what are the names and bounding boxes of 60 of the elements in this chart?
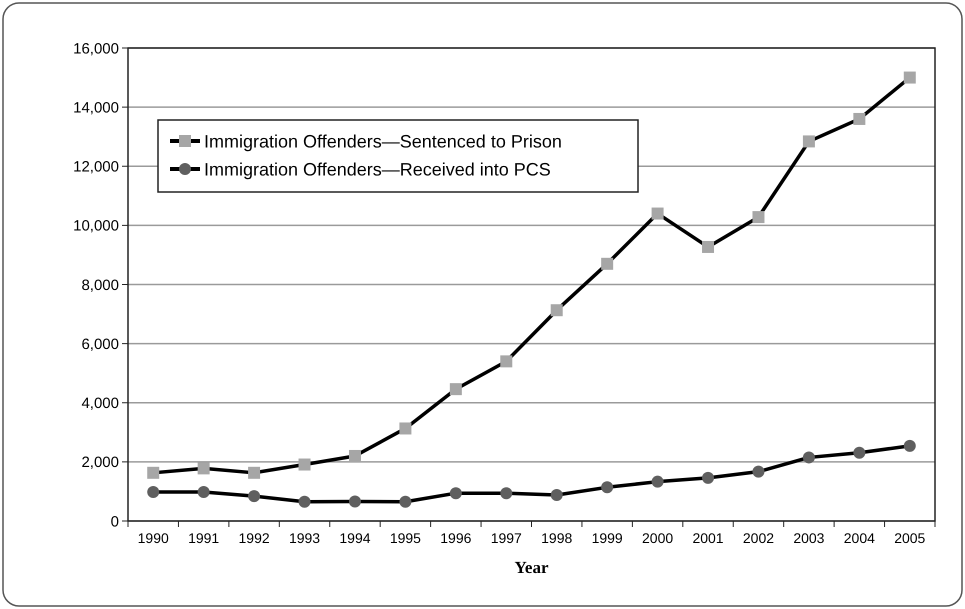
- point: [500, 355, 512, 368]
- x-tick-label: 1991: [188, 530, 220, 546]
- x-tick-label: 1998: [541, 530, 572, 546]
- point: [802, 451, 815, 464]
- x-tick-label: 1997: [490, 530, 522, 546]
- x-tick-label: 2004: [844, 530, 876, 546]
- point: [147, 466, 160, 479]
- y-tick-label: 2,000: [81, 454, 119, 472]
- x-tick-label: 1999: [592, 530, 623, 546]
- y-tick-label: 10,000: [73, 218, 119, 235]
- x-tick-label: 2005: [894, 530, 926, 546]
- point: [248, 466, 260, 479]
- x-tick-label: 1996: [440, 530, 472, 546]
- point: [752, 211, 764, 224]
- point: [853, 446, 866, 459]
- y-tick-label: 16,000: [73, 40, 119, 58]
- point: [450, 383, 462, 396]
- point: [752, 466, 764, 478]
- point: [248, 490, 260, 502]
- y-tick-label: 6,000: [81, 336, 119, 353]
- point: [904, 440, 916, 452]
- x-tick-label: 2001: [692, 530, 724, 546]
- point: [853, 112, 866, 125]
- legend-label: Immigration Offenders—Sentenced to Prison: [204, 131, 562, 152]
- point: [550, 304, 563, 316]
- y-tick-label: 4,000: [81, 395, 119, 412]
- point: [550, 488, 563, 501]
- point: [298, 496, 311, 508]
- x-axis-title: Year: [514, 558, 549, 577]
- point: [198, 486, 210, 498]
- point: [348, 495, 361, 508]
- point: [652, 208, 664, 220]
- point: [652, 476, 664, 488]
- point: [348, 450, 361, 462]
- y-tick-label: 0: [110, 513, 119, 530]
- x-tick-label: 1990: [138, 530, 169, 546]
- x-tick-label: 1992: [238, 530, 270, 546]
- x-tick-label: 1995: [390, 530, 422, 546]
- point: [500, 487, 512, 500]
- point: [904, 72, 916, 84]
- point: [601, 481, 614, 494]
- y-tick-label: 14,000: [73, 99, 119, 116]
- y-tick-label: 8,000: [81, 276, 119, 294]
- x-tick-label: 1993: [288, 530, 320, 546]
- point: [198, 462, 210, 474]
- point: [399, 496, 412, 508]
- point: [450, 487, 462, 500]
- point: [702, 472, 714, 484]
- x-tick-label: 2003: [793, 530, 825, 546]
- x-tick-label: 2000: [642, 530, 674, 546]
- point: [147, 486, 160, 498]
- point: [298, 458, 311, 471]
- x-tick-label: 1994: [339, 530, 371, 546]
- point: [702, 240, 714, 253]
- point: [399, 422, 412, 434]
- x-tick-label: 2002: [742, 530, 774, 546]
- point: [802, 135, 815, 148]
- point: [601, 258, 614, 270]
- legend-label: Immigration Offenders—Received into PCS: [204, 159, 551, 180]
- y-tick-label: 12,000: [73, 158, 119, 176]
